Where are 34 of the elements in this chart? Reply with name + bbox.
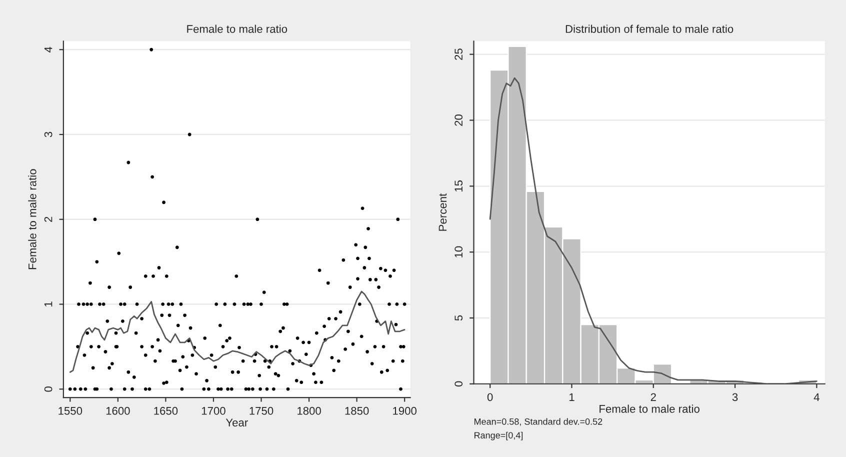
y-tick-label: 5 xyxy=(454,315,463,321)
x-axis-title: Year xyxy=(226,418,248,427)
text: Range=[0,4] xyxy=(474,432,523,440)
x-axis-title: Female to male ratio xyxy=(600,404,700,413)
chart-title: Distribution of female to male ratio xyxy=(566,24,734,33)
y-tick-label: 3 xyxy=(44,132,52,138)
y-axis-title: Female to male ratio xyxy=(28,169,36,270)
x-tick-label: 4 xyxy=(814,393,820,401)
chart-title: Female to male ratio xyxy=(187,24,288,33)
x-tick-label: 1 xyxy=(569,393,574,401)
x-tick-label: 3 xyxy=(732,393,738,402)
line-series xyxy=(489,77,818,384)
line-series xyxy=(69,290,406,373)
x-tick-label: 1550 xyxy=(58,406,82,415)
x-tick-label: 1600 xyxy=(106,406,130,415)
y-tick-label: 0 xyxy=(44,386,52,392)
y-tick-label: 1 xyxy=(44,302,52,306)
y-tick-label: 25 xyxy=(454,48,463,60)
y-tick-label: 0 xyxy=(454,381,463,387)
x-tick-label: 1850 xyxy=(345,406,369,415)
y-tick-label: 4 xyxy=(44,46,52,52)
x-tick-label: 2 xyxy=(650,393,656,401)
y-tick-label: 10 xyxy=(454,246,463,258)
x-tick-label: 1650 xyxy=(154,406,178,415)
y-tick-label: 20 xyxy=(454,114,463,126)
x-tick-label: 1750 xyxy=(250,406,274,415)
y-tick-label: 2 xyxy=(44,216,52,222)
y-tick-label: 15 xyxy=(454,180,463,192)
x-tick-label: 1900 xyxy=(393,406,416,415)
x-tick-label: 1700 xyxy=(202,406,226,415)
x-tick-label: 1800 xyxy=(298,406,321,415)
y-axis-title: Percent xyxy=(438,193,447,231)
text: Mean=0.58, Standard dev.=0.52 xyxy=(474,418,602,426)
x-tick-label: 0 xyxy=(487,393,493,402)
